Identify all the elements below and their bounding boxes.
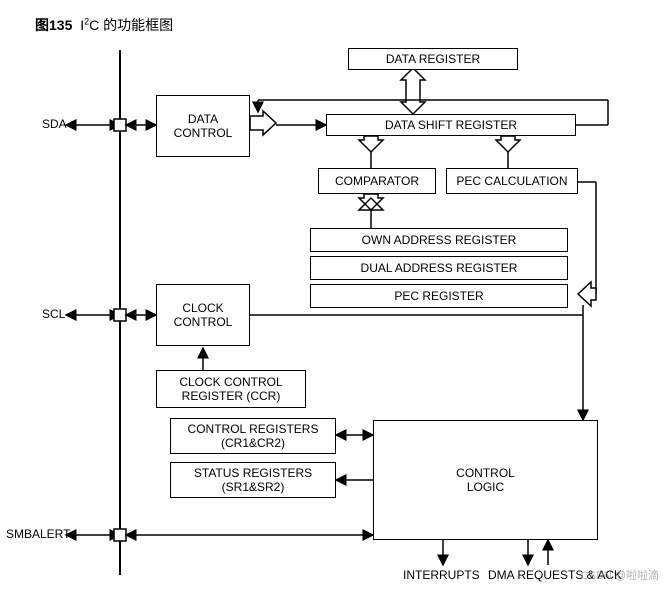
data-shift-register: DATA SHIFT REGISTER	[326, 114, 576, 136]
out-interrupts: INTERRUPTS	[403, 568, 480, 582]
clock-control: CLOCK CONTROL	[156, 284, 250, 346]
pin-scl: SCL	[42, 307, 65, 321]
fig-title: I2C 的功能框图	[80, 17, 173, 33]
pin-sda: SDA	[42, 117, 67, 131]
pin-smbalert: SMBALERT	[6, 527, 70, 541]
status-registers: STATUS REGISTERS (SR1&SR2)	[170, 462, 336, 498]
watermark: CSDN @啦啦滴	[581, 567, 659, 583]
control-registers: CONTROL REGISTERS (CR1&CR2)	[170, 418, 336, 454]
clock-control-register: CLOCK CONTROL REGISTER (CCR)	[156, 370, 306, 408]
pec-calculation: PEC CALCULATION	[446, 168, 578, 194]
pec-register: PEC REGISTER	[310, 284, 568, 308]
diagram: SDA SCL SMBALERT DATA REGISTER DATA CONT…	[48, 40, 648, 590]
dual-address-register: DUAL ADDRESS REGISTER	[310, 256, 568, 280]
control-logic: CONTROL LOGIC	[373, 420, 598, 540]
data-control: DATA CONTROL	[156, 95, 250, 157]
own-address-register: OWN ADDRESS REGISTER	[310, 228, 568, 252]
fig-num: 图135	[35, 17, 72, 33]
comparator: COMPARATOR	[318, 168, 436, 194]
data-register: DATA REGISTER	[348, 48, 518, 70]
